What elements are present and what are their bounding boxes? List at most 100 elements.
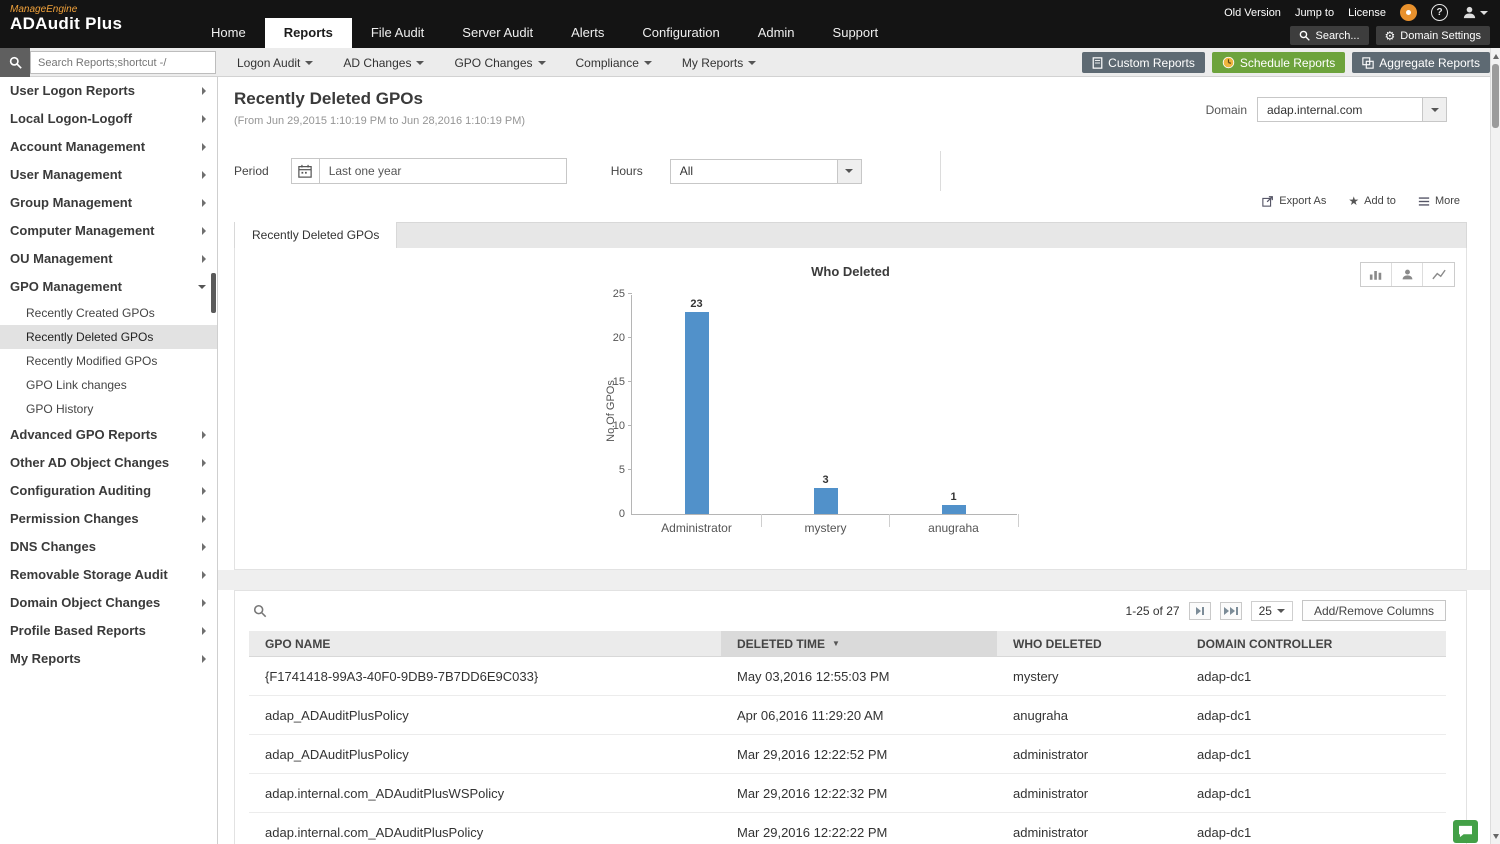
sidebar-item-dns-changes[interactable]: DNS Changes [0, 533, 217, 561]
sidebar-item-other-ad-object-changes[interactable]: Other AD Object Changes [0, 449, 217, 477]
sidebar-item-computer-management[interactable]: Computer Management [0, 217, 217, 245]
license-link[interactable]: License [1348, 6, 1386, 19]
add-to-link[interactable]: ★ Add to [1348, 195, 1396, 207]
sidebar-subitem-label: GPO History [26, 402, 94, 416]
period-input[interactable] [318, 158, 567, 184]
app-logo[interactable]: ManageEngine ADAudit Plus [10, 4, 122, 34]
nav-file-audit[interactable]: File Audit [370, 25, 425, 40]
next-page-button[interactable] [1188, 601, 1211, 620]
menu-label: GPO Changes [454, 55, 533, 70]
column-header-domain-controller[interactable]: DOMAIN CONTROLLER [1181, 631, 1446, 656]
menu-label: My Reports [681, 55, 744, 70]
bar-anugraha[interactable] [941, 505, 966, 514]
page-scrollbar[interactable] [1490, 48, 1500, 844]
table-row[interactable]: adap.internal.com_ADAuditPlusWSPolicy Ma… [249, 774, 1446, 813]
sidebar-item-advanced-gpo-reports[interactable]: Advanced GPO Reports [0, 421, 217, 449]
add-remove-columns-button[interactable]: Add/Remove Columns [1301, 600, 1446, 621]
sidebar-item-account-management[interactable]: Account Management [0, 133, 217, 161]
chart-user-view-button[interactable] [1392, 263, 1423, 286]
help-icon[interactable]: ? [1431, 4, 1448, 21]
aggregate-reports-button[interactable]: Aggregate Reports [1352, 52, 1490, 73]
user-account-icon[interactable] [1462, 5, 1488, 20]
tab-recently-deleted-gpos[interactable]: Recently Deleted GPOs [235, 222, 398, 248]
sidebar-item-user-management[interactable]: User Management [0, 161, 217, 189]
sidebar-scrollbar-thumb[interactable] [211, 273, 216, 313]
export-as-link[interactable]: Export As [1262, 195, 1326, 207]
nav-reports[interactable]: Reports [264, 18, 352, 48]
bar-chart-plot: No.Of GPOs 0 5 10 15 20 25 23 Administra… [605, 288, 1019, 535]
menu-ad-changes[interactable]: AD Changes [328, 48, 439, 77]
sidebar-item-label: DNS Changes [10, 539, 96, 554]
domain-select-button[interactable] [1422, 98, 1446, 121]
global-search-button[interactable]: Search... [1290, 26, 1369, 45]
report-search-icon-box[interactable] [0, 48, 30, 77]
sidebar-item-gpo-link-changes[interactable]: GPO Link changes [0, 373, 217, 397]
sidebar-item-removable-storage-audit[interactable]: Removable Storage Audit [0, 561, 217, 589]
nav-home[interactable]: Home [211, 25, 246, 40]
sidebar-item-configuration-auditing[interactable]: Configuration Auditing [0, 477, 217, 505]
domain-settings-button[interactable]: ⚙ Domain Settings [1375, 26, 1490, 45]
sidebar-item-domain-object-changes[interactable]: Domain Object Changes [0, 589, 217, 617]
report-search [0, 48, 216, 77]
chart-type-line-button[interactable] [1423, 263, 1454, 286]
last-page-button[interactable] [1219, 601, 1242, 620]
table-search-button[interactable] [253, 604, 267, 621]
sidebar-item-ou-management[interactable]: OU Management [0, 245, 217, 273]
sidebar-item-my-reports[interactable]: My Reports [0, 645, 217, 673]
hours-select-button[interactable] [836, 159, 861, 183]
notification-icon[interactable] [1400, 4, 1417, 21]
page-size-select[interactable]: 25 [1250, 600, 1293, 621]
old-version-link[interactable]: Old Version [1224, 6, 1281, 19]
column-header-who-deleted[interactable]: WHO DELETED [997, 631, 1181, 656]
sidebar-item-permission-changes[interactable]: Permission Changes [0, 505, 217, 533]
sidebar-item-user-logon-reports[interactable]: User Logon Reports [0, 77, 217, 105]
domain-select[interactable]: adap.internal.com [1257, 97, 1447, 122]
sidebar-item-profile-based-reports[interactable]: Profile Based Reports [0, 617, 217, 645]
menu-my-reports[interactable]: My Reports [667, 48, 771, 77]
hours-select[interactable]: All [669, 158, 862, 184]
chevron-right-icon [202, 487, 206, 495]
report-actions: Export As ★ Add to More [1262, 195, 1460, 207]
schedule-reports-button[interactable]: Schedule Reports [1211, 52, 1346, 73]
chat-button[interactable] [1453, 820, 1478, 843]
sidebar-item-recently-modified-gpos[interactable]: Recently Modified GPOs [0, 349, 217, 373]
nav-support[interactable]: Support [832, 25, 879, 40]
table-row[interactable]: adap.internal.com_ADAuditPlusPolicy Mar … [249, 813, 1446, 844]
more-link[interactable]: More [1418, 195, 1460, 207]
jump-to-link[interactable]: Jump to [1294, 6, 1335, 19]
sidebar-item-gpo-management[interactable]: GPO Management [0, 273, 217, 301]
y-tickmark [628, 337, 632, 338]
hours-label: Hours [610, 164, 643, 178]
sidebar-item-gpo-history[interactable]: GPO History [0, 397, 217, 421]
table-row[interactable]: adap_ADAuditPlusPolicy Mar 29,2016 12:22… [249, 735, 1446, 774]
chevron-right-icon [202, 199, 206, 207]
nav-alerts[interactable]: Alerts [571, 25, 605, 40]
column-header-deleted-time[interactable]: DELETED TIME ▼ [721, 631, 997, 656]
sidebar-item-local-logon-logoff[interactable]: Local Logon-Logoff [0, 105, 217, 133]
menu-compliance[interactable]: Compliance [561, 48, 667, 77]
bar-mystery[interactable] [813, 488, 838, 514]
menu-gpo-changes[interactable]: GPO Changes [439, 48, 560, 77]
nav-configuration[interactable]: Configuration [642, 25, 720, 40]
custom-reports-button[interactable]: Custom Reports [1082, 52, 1205, 73]
topbar-utility-links: Old Version Jump to License ? [1224, 4, 1488, 21]
table-row[interactable]: adap_ADAuditPlusPolicy Apr 06,2016 11:29… [249, 696, 1446, 735]
sidebar-item-recently-created-gpos[interactable]: Recently Created GPOs [0, 301, 217, 325]
nav-admin[interactable]: Admin [757, 25, 795, 40]
report-search-input[interactable] [30, 51, 216, 74]
add-to-label: Add to [1364, 195, 1396, 207]
menu-logon-audit[interactable]: Logon Audit [222, 48, 328, 77]
scroll-up-arrow[interactable] [1491, 50, 1500, 62]
menu-label: Compliance [575, 55, 639, 70]
nav-server-audit[interactable]: Server Audit [462, 25, 534, 40]
bar-group-administrator: 23 Administrator [632, 298, 761, 535]
calendar-icon-button[interactable] [290, 158, 319, 184]
sidebar-item-recently-deleted-gpos[interactable]: Recently Deleted GPOs [0, 325, 217, 349]
chart-type-bar-button[interactable] [1361, 263, 1392, 286]
scroll-down-arrow[interactable] [1491, 830, 1500, 842]
table-row[interactable]: {F1741418-99A3-40F0-9DB9-7B7DD6E9C033} M… [249, 657, 1446, 696]
bar-administrator[interactable] [684, 312, 709, 514]
sidebar-item-group-management[interactable]: Group Management [0, 189, 217, 217]
scrollbar-thumb[interactable] [1492, 64, 1499, 128]
column-header-gpo-name[interactable]: GPO NAME [249, 631, 721, 656]
